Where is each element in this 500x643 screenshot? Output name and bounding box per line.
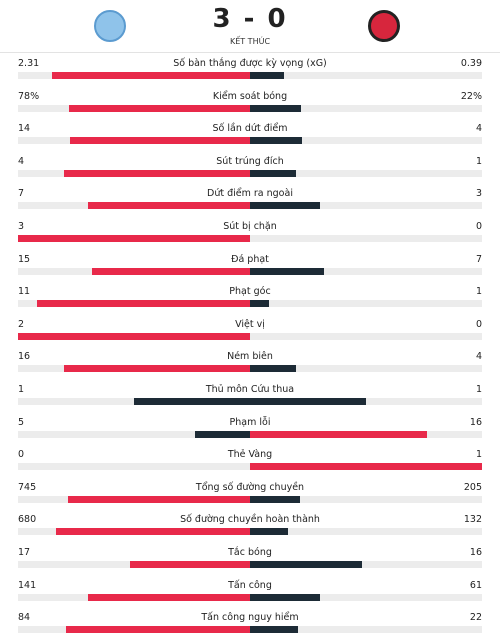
home-bar — [88, 593, 250, 601]
stat-label: Thủ môn Cứu thua — [205, 384, 295, 395]
home-bar — [69, 137, 250, 145]
bar-track — [18, 235, 482, 242]
away-bar — [250, 169, 297, 177]
home-value: 1 — [18, 384, 25, 395]
home-bar — [51, 72, 250, 79]
away-value: 22 — [469, 612, 482, 624]
away-value: 0 — [475, 318, 482, 330]
stat-label: Kiểm soát bóng — [212, 90, 288, 102]
away-bar — [250, 430, 427, 438]
away-value: 0 — [475, 221, 482, 232]
away-value: 0.39 — [460, 58, 482, 69]
bar-track — [18, 332, 482, 340]
away-value: 4 — [475, 123, 482, 135]
home-value: 3 — [18, 221, 25, 232]
stat-label: Tắc bóng — [228, 547, 272, 558]
away-value: 1 — [475, 155, 482, 167]
away-bar — [250, 72, 284, 79]
home-value: 0 — [18, 449, 25, 461]
stat-label: Số lần dứt điểm — [212, 123, 288, 135]
stat-label: Việt vị — [235, 318, 265, 330]
stat-label: Tổng số đường chuyền — [195, 481, 305, 493]
stat-label: Sút bị chặn — [223, 221, 277, 232]
stat-label: Tấn công nguy hiểm — [201, 612, 299, 624]
stat-label: Đá phạt — [231, 253, 269, 265]
away-bar — [250, 463, 482, 471]
stat-label: Ném biên — [227, 351, 273, 363]
away-bar — [250, 626, 299, 634]
stat-label: Sút trúng đích — [216, 155, 284, 167]
away-bar — [250, 137, 302, 145]
home-value: 11 — [18, 286, 31, 298]
away-bar — [250, 202, 320, 210]
home-value: 7 — [18, 188, 25, 200]
away-value: 1 — [475, 449, 482, 461]
home-bar — [91, 267, 250, 275]
home-value: 16 — [18, 351, 31, 363]
home-logo — [94, 10, 126, 42]
home-value: 78% — [18, 90, 40, 102]
home-value: 17 — [18, 547, 31, 558]
home-value: 4 — [18, 155, 25, 167]
stat-label: Dứt điểm ra ngoài — [207, 188, 293, 200]
stat-label: Số bàn thắng được kỳ vọng (xG) — [173, 58, 327, 69]
home-value: 2.31 — [18, 58, 40, 69]
home-value: 2 — [18, 318, 25, 330]
away-bar — [250, 398, 366, 405]
stat-label: Tấn công — [228, 579, 272, 591]
home-bar — [69, 104, 250, 112]
home-bar — [64, 365, 250, 373]
home-bar — [18, 235, 250, 242]
away-logo — [368, 10, 400, 42]
away-value: 7 — [475, 253, 482, 265]
separator — [0, 52, 500, 53]
away-bar — [250, 593, 321, 601]
home-bar — [18, 332, 250, 340]
away-bar — [250, 104, 302, 112]
away-value: 205 — [463, 481, 482, 493]
home-bar — [68, 495, 250, 503]
home-value: 84 — [18, 612, 31, 624]
home-bar — [194, 430, 250, 438]
away-value: 61 — [469, 579, 482, 591]
home-bar — [66, 626, 250, 634]
stat-label: Số đường chuyền hoàn thành — [180, 514, 320, 526]
stat-label: Phạt góc — [229, 286, 271, 298]
away-bar — [250, 267, 324, 275]
home-bar — [64, 169, 250, 177]
away-value: 1 — [475, 384, 482, 395]
home-bar — [134, 398, 250, 405]
home-bar — [130, 561, 250, 568]
away-value: 22% — [460, 90, 482, 102]
away-value: 4 — [475, 351, 482, 363]
away-bar — [250, 495, 301, 503]
home-bar — [87, 202, 250, 210]
home-value: 5 — [18, 416, 25, 428]
score: 3 - 0 — [212, 4, 288, 34]
away-bar — [250, 528, 288, 536]
home-value: 15 — [18, 253, 31, 265]
home-value: 745 — [18, 481, 37, 493]
home-value: 680 — [18, 514, 37, 526]
away-bar — [250, 365, 297, 373]
stat-label: Phạm lỗi — [229, 416, 271, 428]
home-bar — [37, 300, 250, 308]
home-bar — [55, 528, 250, 536]
stat-label: Thẻ Vàng — [227, 449, 273, 461]
home-value: 14 — [18, 123, 31, 135]
away-value: 3 — [475, 188, 482, 200]
away-value: 132 — [463, 514, 482, 526]
away-bar — [250, 300, 270, 308]
away-value: 16 — [469, 547, 482, 558]
away-value: 1 — [475, 286, 482, 298]
away-value: 16 — [469, 416, 482, 428]
away-bar — [250, 561, 363, 568]
home-value: 141 — [18, 579, 37, 591]
match-status: KẾT THÚC — [229, 37, 271, 46]
